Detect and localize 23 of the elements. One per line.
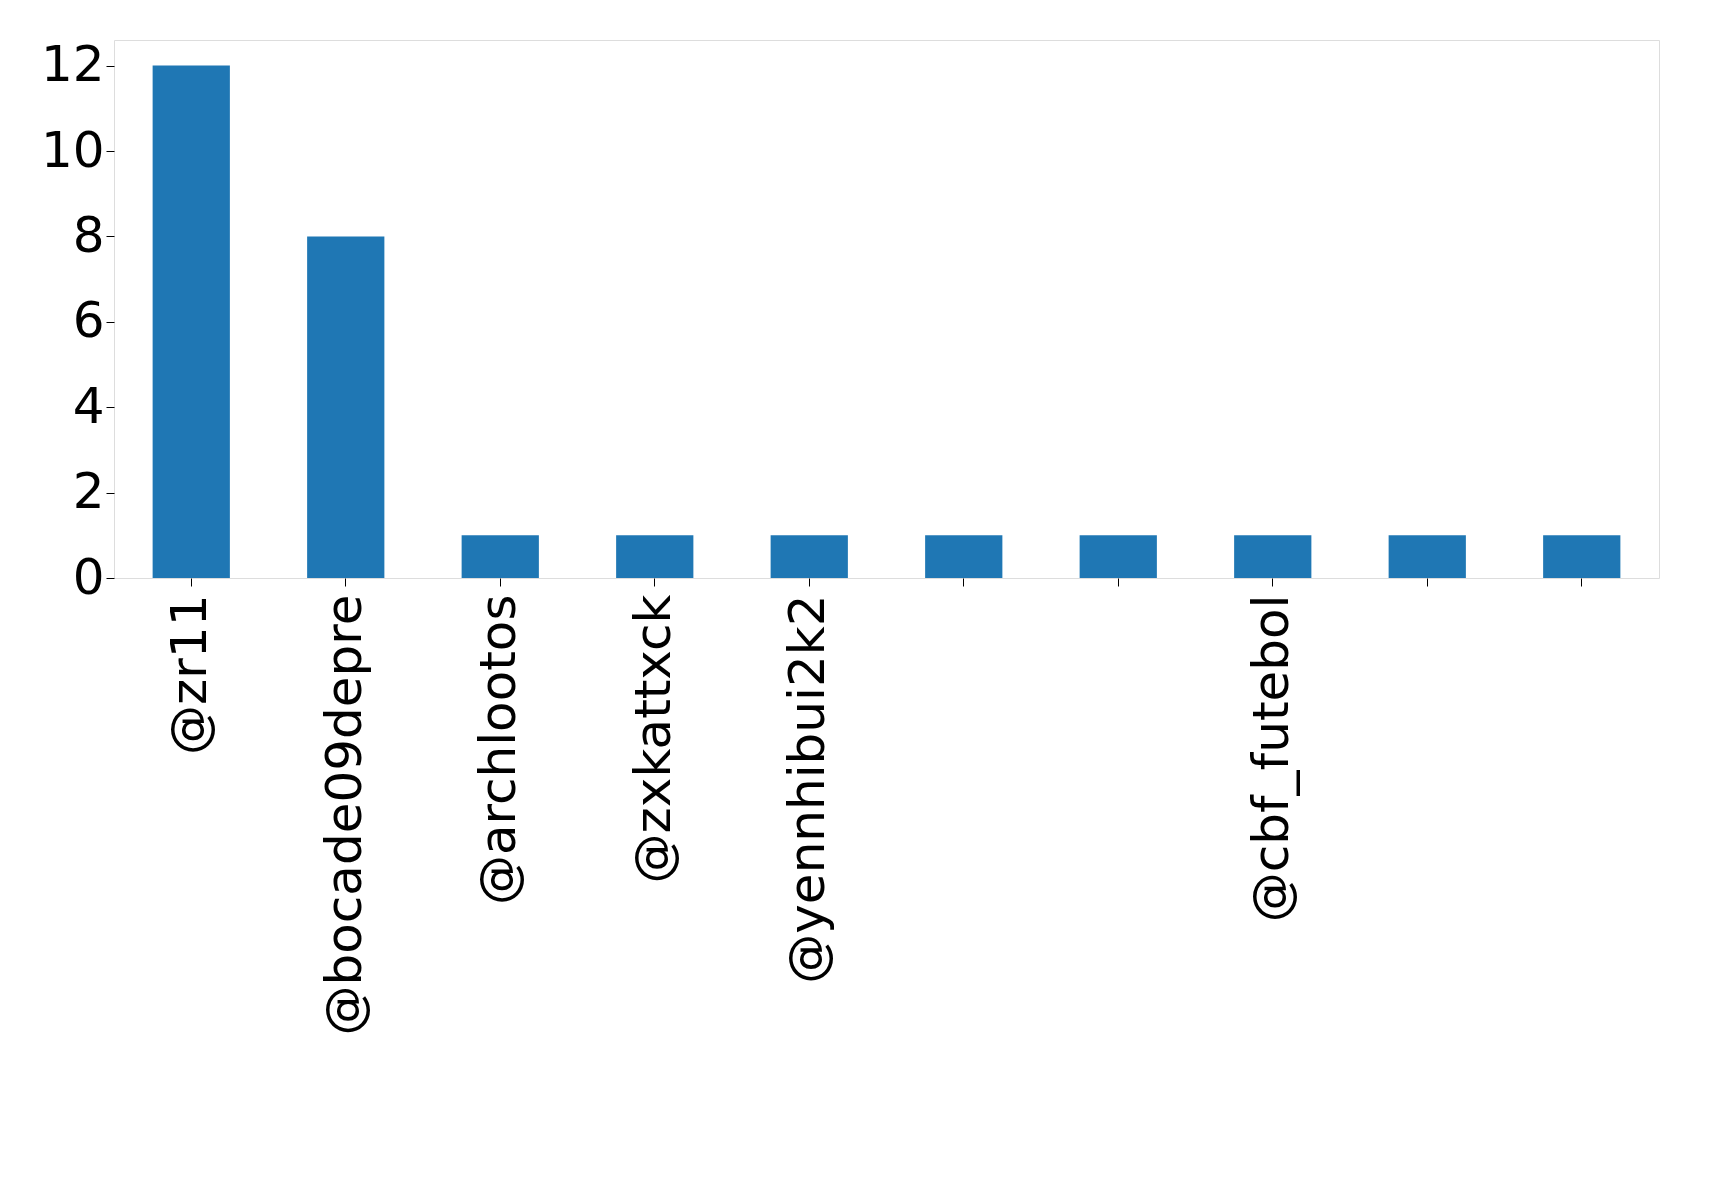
x-tick-label: @yennhibui2k2 (778, 594, 837, 984)
bar (1079, 535, 1157, 578)
bar (770, 535, 848, 578)
x-tick-label: @zxkattxck (623, 594, 682, 884)
x-tick-label: @zr11 (160, 594, 219, 755)
bar (307, 236, 385, 578)
y-tick-label: 6 (72, 291, 105, 350)
bar (152, 65, 230, 578)
x-tick-label: @bocade09depre (314, 594, 373, 1036)
y-tick-label: 8 (72, 205, 105, 264)
x-tick-label: @archlootos (469, 594, 528, 906)
bar (1234, 535, 1312, 578)
bar (461, 535, 539, 578)
y-tick-label: 4 (72, 376, 105, 435)
bar (616, 535, 694, 578)
bar (925, 535, 1003, 578)
bar (1543, 535, 1621, 578)
y-tick-label: 0 (72, 547, 105, 606)
y-tick-label: 12 (40, 35, 105, 94)
x-tick-label: @cbf_futebol (1241, 594, 1300, 923)
y-tick-label: 10 (40, 120, 105, 179)
y-tick-label: 2 (72, 462, 105, 521)
bar (1388, 535, 1466, 578)
